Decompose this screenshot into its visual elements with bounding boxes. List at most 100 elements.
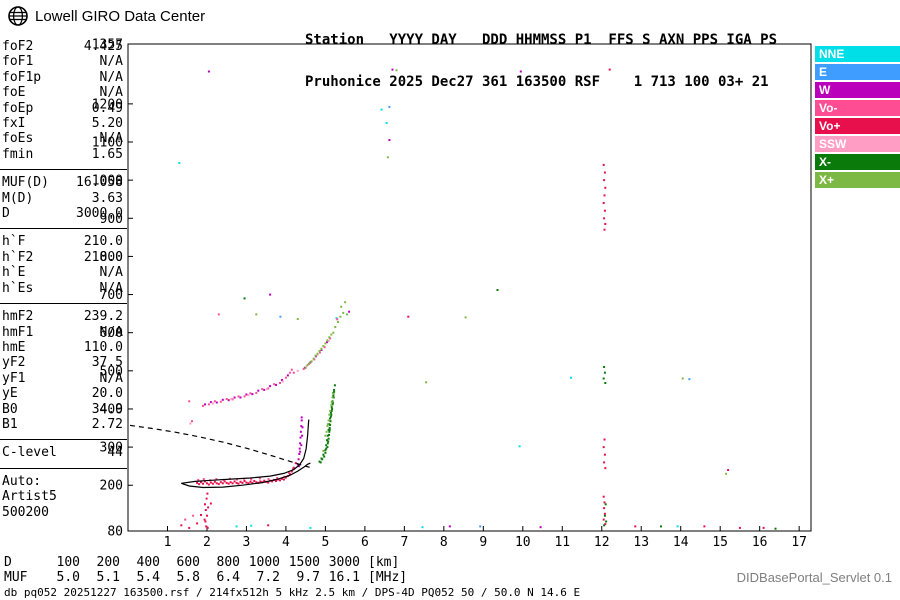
file-info-line: db pq052 20251227 163500.rsf / 214fx512h… <box>4 586 581 599</box>
param-value: 2.72 <box>91 416 123 432</box>
row-label: MUF <box>4 570 28 585</box>
table-cell: 5.1 <box>96 570 120 585</box>
param-group: Auto: Artist5 500200 <box>0 469 127 527</box>
table-cell: 16.1 <box>328 570 360 585</box>
param-row: foF1p N/A <box>0 70 127 85</box>
svg-text:13: 13 <box>633 535 649 550</box>
series-x+ <box>255 69 728 475</box>
table-cell: 600 <box>176 555 200 570</box>
param-value: 210.0 <box>83 249 123 265</box>
series-ssw <box>189 340 330 425</box>
table-cell: 200 <box>96 555 120 570</box>
param-label: h`Es <box>2 280 34 296</box>
y-axis: 1357 1200 1100 1000 900 800 700 600 500 400 300 200… <box>92 38 133 540</box>
param-label: B1 <box>2 416 18 432</box>
table-cell: 100 <box>56 555 80 570</box>
unit-label: [MHz] <box>368 570 408 585</box>
table-cell: 400 <box>136 555 160 570</box>
table-cell: 1000 <box>248 555 280 570</box>
svg-text:10: 10 <box>515 535 531 550</box>
param-row: C-level 44 <box>0 445 127 460</box>
overlay-transmission-curve <box>129 424 310 468</box>
param-value: 44 <box>107 445 123 461</box>
param-row: foEs N/A <box>0 131 127 146</box>
legend-item-nne: NNE <box>815 46 900 62</box>
row-label: D <box>4 555 12 570</box>
param-row: fxI 5.20 <box>0 116 127 131</box>
param-row: Artist5 <box>0 489 127 504</box>
param-row: 500200 <box>0 505 127 520</box>
svg-text:15: 15 <box>712 535 728 550</box>
param-row: h`E N/A <box>0 265 127 280</box>
brand-title: Lowell GIRO Data Center <box>35 7 206 25</box>
param-label: M(D) <box>2 190 34 206</box>
svg-text:300: 300 <box>100 441 123 456</box>
param-group: C-level 44 <box>0 440 127 469</box>
series-vo- <box>184 313 339 521</box>
legend-item-ssw: SSW <box>815 136 900 152</box>
svg-text:200: 200 <box>100 479 123 494</box>
brand: Lowell GIRO Data Center <box>7 5 205 27</box>
param-label: yF2 <box>2 355 26 371</box>
param-value: N/A <box>99 265 123 281</box>
svg-text:5: 5 <box>321 535 329 550</box>
param-row: B1 2.72 <box>0 417 127 432</box>
table-cell: 9.7 <box>296 570 320 585</box>
param-row: h`Es N/A <box>0 281 127 296</box>
param-value: 3000.0 <box>76 206 123 222</box>
table-cell: 5.0 <box>56 570 80 585</box>
series-nne <box>178 108 679 529</box>
param-label: 500200 <box>2 504 49 520</box>
legend-item-vo-: Vo- <box>815 100 900 116</box>
param-value: 20.0 <box>91 386 123 402</box>
param-value: N/A <box>99 69 123 85</box>
param-value: 5.20 <box>91 116 123 132</box>
param-row: foF2 4.425 <box>0 39 127 54</box>
svg-text:6: 6 <box>361 535 369 550</box>
param-row: foE N/A <box>0 85 127 100</box>
param-row: foF1 N/A <box>0 54 127 69</box>
param-value: N/A <box>99 54 123 70</box>
param-value: N/A <box>99 370 123 386</box>
param-label: yF1 <box>2 370 26 386</box>
svg-text:9: 9 <box>479 535 487 550</box>
svg-text:800: 800 <box>100 250 123 265</box>
param-label: yE <box>2 386 18 402</box>
globe-logo-icon <box>8 6 28 26</box>
param-row: h`F2 210.0 <box>0 250 127 265</box>
param-row: B0 34.9 <box>0 402 127 417</box>
table-cell: 6.4 <box>216 570 240 585</box>
svg-text:400: 400 <box>100 402 123 417</box>
param-row: D 3000.0 <box>0 206 127 221</box>
param-row: yE 20.0 <box>0 386 127 401</box>
param-label: foEs <box>2 131 34 147</box>
param-label: h`F <box>2 234 26 250</box>
table-cell: 1500 <box>288 555 320 570</box>
series-e <box>279 105 691 528</box>
svg-text:4: 4 <box>282 535 290 550</box>
legend-item-e: E <box>815 64 900 80</box>
table-row: D 100 200 400 600 800 1000 1500 3000 [km] <box>4 555 407 570</box>
svg-text:700: 700 <box>100 288 123 303</box>
param-group: MUF(D) 16.058 M(D) 3.63 D 3000.0 <box>0 170 127 230</box>
series-w <box>204 68 542 529</box>
param-row: hmF1 N/A <box>0 325 127 340</box>
param-row: yF2 37.5 <box>0 355 127 370</box>
param-row: Auto: <box>0 474 127 489</box>
legend-item-w: W <box>815 82 900 98</box>
svg-text:1100: 1100 <box>92 136 123 151</box>
distance-muf-table: D 100 200 400 600 800 1000 1500 3000 [km] MUF 5.0 5.… <box>4 555 407 585</box>
param-label: h`E <box>2 265 26 281</box>
svg-text:900: 900 <box>100 212 123 227</box>
param-value: N/A <box>99 131 123 147</box>
param-label: foE <box>2 85 26 101</box>
svg-text:12: 12 <box>594 535 610 550</box>
overlay-trace-fit-upper <box>181 419 310 484</box>
svg-text:1000: 1000 <box>92 174 123 189</box>
svg-text:2: 2 <box>203 535 211 550</box>
param-label: D <box>2 206 10 222</box>
svg-text:8: 8 <box>440 535 448 550</box>
param-label: C-level <box>2 445 57 461</box>
table-row: MUF 5.0 5.1 5.4 5.8 6.4 7.2 9.7 16.1 [MHz] <box>4 570 407 585</box>
